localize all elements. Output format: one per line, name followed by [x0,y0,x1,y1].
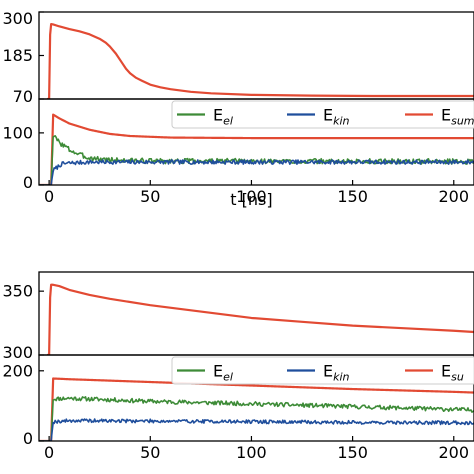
y-tick-label: 200 [2,361,33,380]
legend-label-sum: Esu [441,362,464,384]
legend-label-kin: Ekin [323,362,350,384]
legend-label-sub: su [451,371,464,384]
legend-label-sub: kin [333,115,349,128]
series-line-sum [39,377,474,441]
axes-layer [38,11,474,442]
x-tick-label: 100 [236,443,267,462]
series-line-sum [47,283,474,355]
plot-area-bottom-upper [47,283,474,355]
x-tick-label: 200 [438,443,469,462]
x-tick-label: 200 [438,187,469,206]
legend-top-lower: Eel Ekin Esum [171,100,474,129]
series-line-sum [39,113,474,185]
y-tick-label: 350 [2,282,33,301]
legend-label-sub: kin [333,371,349,384]
legend-label-sub: el [223,371,233,384]
legend-label-kin: Ekin [323,106,350,128]
legend-label-main: E [441,106,451,125]
legend-label-main: E [213,106,223,125]
axes-frame-top-upper [38,11,474,100]
legend-label-el: Eel [213,362,233,384]
legend-box [171,356,474,385]
x-tick-label: 150 [337,443,368,462]
axes-frame-bottom-upper [38,271,474,356]
legend-label-main: E [441,362,451,381]
legend-label-sum: Esum [441,106,474,128]
legend-box [171,100,474,129]
plot-area-bottom-lower [39,377,474,441]
y-tick-label: 70 [13,87,33,106]
y-tick-label: 100 [2,123,33,142]
axes-frame-bottom-lower [38,354,474,442]
x-tick-label: 0 [44,187,54,206]
legend-label-el: Eel [213,106,233,128]
series-line-sum [47,23,474,99]
series-line-kin [39,159,474,185]
x-tick-label: 50 [140,443,160,462]
x-axis-title: t [ns] [230,190,272,209]
x-tick-label: 50 [140,187,160,206]
y-tick-label: 300 [2,9,33,28]
legend-label-main: E [213,362,223,381]
legend-bottom-lower: Eel Ekin Esu [171,356,474,385]
x-tick-label: 0 [44,443,54,462]
x-tick-label: 100 [236,187,267,206]
legend-label-main: E [323,362,333,381]
plot-area-top-lower [39,113,474,185]
series-line-el [39,396,474,441]
legend-label-sub: el [223,115,233,128]
y-tick-label: 0 [23,429,33,448]
data-layer [39,23,474,441]
y-tick-label: 300 [2,343,33,362]
y-tick-label: 185 [2,46,33,65]
axes-frame-top-lower [38,98,474,186]
series-line-kin [39,418,474,441]
plot-area-top-upper [47,23,474,99]
legend-label-main: E [323,106,333,125]
legend-label-sub: sum [451,115,474,128]
x-tick-label: 150 [337,187,368,206]
y-tick-label: 0 [23,173,33,192]
